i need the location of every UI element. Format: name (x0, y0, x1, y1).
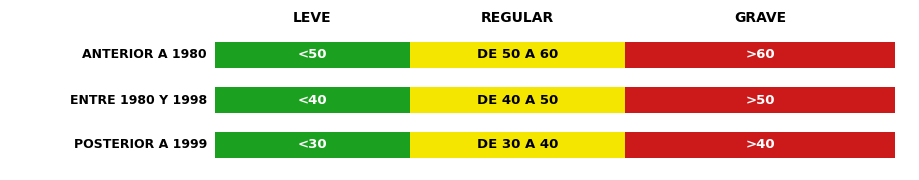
Text: DE 50 A 60: DE 50 A 60 (476, 48, 558, 62)
Text: >50: >50 (744, 93, 774, 107)
Bar (624, 42, 894, 68)
Bar (624, 87, 894, 113)
Bar (410, 42, 624, 68)
Bar (215, 42, 410, 68)
Text: >40: >40 (744, 138, 774, 152)
Text: <30: <30 (298, 138, 327, 152)
Bar (624, 132, 894, 158)
Bar (410, 132, 624, 158)
Text: DE 40 A 50: DE 40 A 50 (476, 93, 558, 107)
Text: >60: >60 (744, 48, 774, 62)
Text: ENTRE 1980 Y 1998: ENTRE 1980 Y 1998 (70, 93, 207, 107)
Text: DE 30 A 40: DE 30 A 40 (476, 138, 558, 152)
Text: <50: <50 (298, 48, 327, 62)
Text: ANTERIOR A 1980: ANTERIOR A 1980 (83, 48, 207, 62)
Text: REGULAR: REGULAR (481, 11, 553, 25)
Text: GRAVE: GRAVE (733, 11, 785, 25)
Bar (215, 132, 410, 158)
Bar (410, 87, 624, 113)
Text: LEVE: LEVE (293, 11, 332, 25)
Bar (215, 87, 410, 113)
Text: <40: <40 (298, 93, 327, 107)
Text: POSTERIOR A 1999: POSTERIOR A 1999 (74, 138, 207, 152)
